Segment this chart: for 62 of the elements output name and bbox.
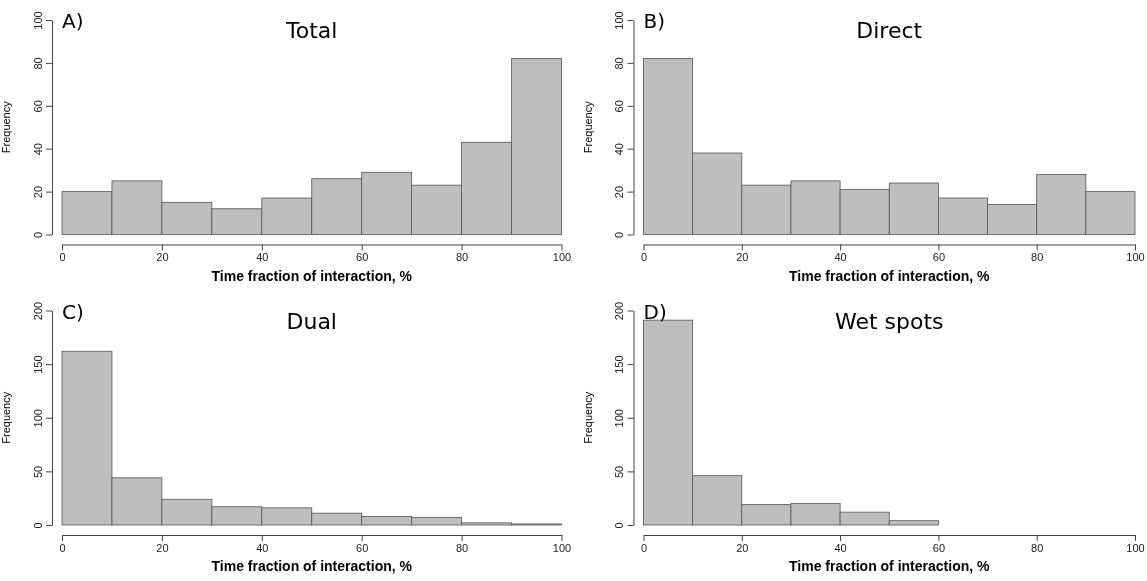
y-tick-label: 50 — [31, 465, 44, 478]
x-tick-label: 0 — [640, 541, 648, 554]
y-tick-label: 0 — [613, 522, 626, 529]
x-tick-label: 60 — [356, 541, 369, 554]
x-tick-label: 100 — [1126, 541, 1145, 554]
x-tick-label: 20 — [736, 251, 749, 264]
x-axis-title: Time fraction of interaction, % — [211, 267, 413, 284]
x-tick-label: 20 — [156, 541, 169, 554]
y-tick-label: 200 — [31, 301, 44, 321]
x-axis-title: Time fraction of interaction, % — [211, 558, 413, 574]
x-axis-title: Time fraction of interaction, % — [789, 558, 991, 574]
y-tick-label: 0 — [31, 231, 44, 239]
x-tick-label: 60 — [356, 251, 369, 264]
x-axis-title: Time fraction of interaction, % — [789, 267, 991, 284]
x-tick-label: 40 — [256, 251, 269, 264]
x-tick-label: 80 — [1031, 541, 1044, 554]
y-tick-label: 100 — [31, 409, 44, 428]
y-axis-title: Frequency — [0, 391, 12, 444]
y-tick-label: 40 — [31, 143, 44, 156]
y-tick-label: 40 — [613, 143, 626, 156]
y-tick-label: 20 — [31, 185, 44, 199]
x-tick-label: 40 — [834, 251, 847, 264]
y-axis-title: Frequency — [0, 100, 12, 154]
x-tick-label: 0 — [59, 251, 66, 264]
x-tick-label: 60 — [932, 251, 946, 264]
x-tick-label: 20 — [736, 541, 749, 554]
chart-title: Total — [285, 18, 338, 43]
x-tick-label: 100 — [552, 251, 572, 264]
annotation: C) — [62, 299, 84, 324]
x-tick-label: 0 — [59, 541, 66, 554]
y-tick-label: 50 — [613, 465, 626, 478]
y-tick-label: 80 — [31, 57, 44, 70]
y-axis-title: Frequency — [581, 391, 594, 444]
x-tick-label: 20 — [156, 251, 169, 264]
x-tick-label: 100 — [552, 541, 572, 554]
y-tick-label: 100 — [613, 11, 626, 30]
annotation: B) — [643, 9, 666, 33]
x-tick-label: 0 — [640, 251, 648, 264]
y-tick-label: 100 — [31, 11, 44, 30]
y-tick-label: 0 — [31, 522, 44, 529]
y-tick-label: 150 — [31, 355, 44, 374]
x-tick-label: 80 — [1031, 251, 1044, 264]
x-tick-label: 60 — [932, 541, 946, 554]
y-tick-label: 60 — [613, 100, 626, 113]
annotation: A) — [62, 9, 84, 33]
y-tick-label: 80 — [613, 57, 626, 70]
x-tick-label: 40 — [256, 541, 269, 554]
x-tick-label: 100 — [1126, 251, 1145, 264]
y-axis-title: Frequency — [581, 100, 594, 154]
chart-title: Wet spots — [834, 308, 944, 334]
annotation: D) — [643, 299, 667, 324]
chart-title: Direct — [856, 18, 923, 43]
y-tick-label: 0 — [613, 231, 626, 239]
x-tick-label: 80 — [455, 541, 469, 554]
y-tick-label: 150 — [613, 355, 626, 374]
y-tick-label: 100 — [613, 409, 626, 428]
y-tick-label: 200 — [613, 301, 626, 321]
x-tick-label: 40 — [834, 541, 847, 554]
chart-title: Dual — [286, 308, 337, 334]
y-tick-label: 20 — [613, 185, 626, 199]
y-tick-label: 60 — [31, 100, 44, 113]
x-tick-label: 80 — [455, 251, 469, 264]
